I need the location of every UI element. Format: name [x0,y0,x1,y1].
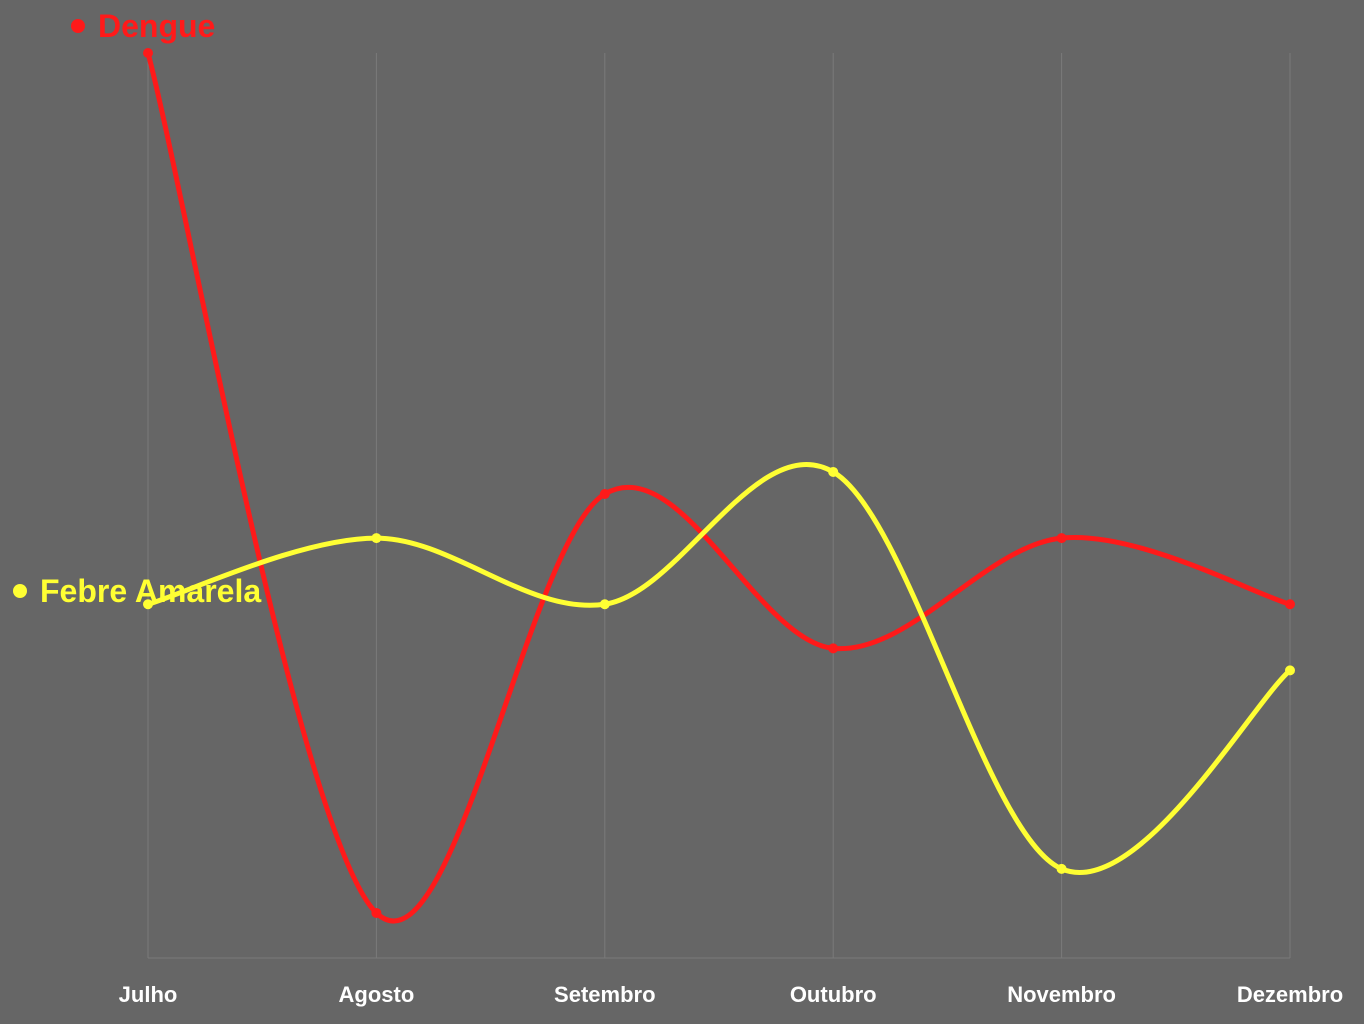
data-point [828,466,839,477]
series-labels: Dengue Febre Amarela [13,8,261,609]
series-lines [143,48,1295,924]
data-point [1056,533,1067,544]
series-dengue [143,48,1295,924]
data-point [1285,599,1295,610]
data-point [828,643,839,654]
data-point [371,907,382,918]
legend-febre-amarela: Febre Amarela [13,573,261,609]
legend-label: Dengue [98,8,215,44]
x-tick-label: Setembro [554,982,655,1007]
series-line-dengue [145,50,1293,924]
series-febre-amarela [143,462,1295,875]
data-point [371,533,382,544]
data-point [599,599,610,610]
legend-dot [13,584,27,598]
x-tick-label: Agosto [339,982,415,1007]
legend-dot [71,19,85,33]
data-point [1056,863,1067,874]
legend-label: Febre Amarela [40,573,261,609]
x-tick-label: Dezembro [1237,982,1343,1007]
data-point [143,599,153,610]
data-point [1285,665,1295,676]
legend-dengue: Dengue [71,8,215,44]
x-tick-label: Julho [119,982,178,1007]
grid-lines [147,53,1291,958]
series-line-febre-amarela [145,462,1293,875]
x-tick-labels: Julho Agosto Setembro Outubro Novembro Dezemb… [119,982,1344,1007]
x-tick-label: Novembro [1007,982,1116,1007]
x-tick-label: Outubro [790,982,877,1007]
data-point [143,48,153,58]
data-point [599,489,610,499]
